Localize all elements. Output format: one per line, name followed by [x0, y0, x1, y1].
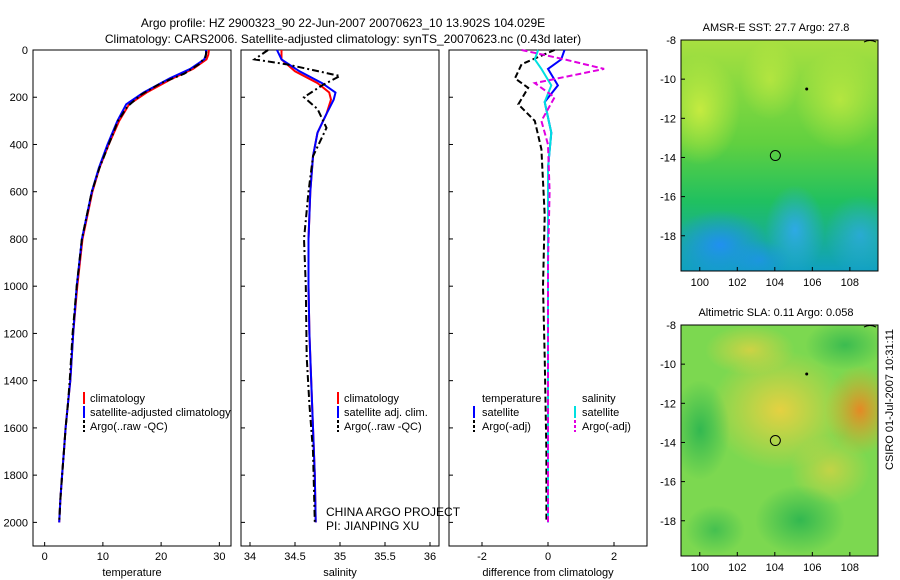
x-tick-label: 10 [97, 551, 109, 563]
map-y-tick-label: -8 [666, 35, 676, 47]
x-axis-label: temperature [102, 567, 161, 579]
map-x-tick-label: 102 [728, 277, 746, 289]
legend-header-temperature: temperature [482, 393, 541, 405]
map-x-tick-label: 104 [766, 562, 784, 574]
x-tick-label: 34 [244, 551, 256, 563]
map-y-tick-label: -10 [660, 74, 676, 86]
legend-label: satellite [582, 407, 619, 419]
x-axis-label: difference from climatology [482, 567, 614, 579]
map-y-tick-label: -12 [660, 113, 676, 125]
x-tick-label: 0 [42, 551, 48, 563]
y-tick-label: 0 [22, 45, 28, 57]
pi-annotation: PI: JIANPING XU [326, 519, 419, 533]
map-y-tick-label: -8 [666, 320, 676, 332]
x-tick-label: -2 [477, 551, 487, 563]
figure-title-line2: Climatology: CARS2006. Satellite-adjuste… [105, 32, 581, 46]
sst-map-axes: 100 102 104 106 108 -8 -10 -12 -14 -16 -18 [660, 35, 877, 289]
profile-location-marker [769, 150, 781, 162]
legend-header-salinity: salinity [582, 393, 616, 405]
legend-label: climatology [90, 393, 146, 405]
coastline [863, 325, 877, 328]
legend-label: satellite [482, 407, 519, 419]
sla-map-title: Altimetric SLA: 0.11 Argo: 0.058 [698, 307, 853, 319]
coastline [863, 40, 877, 43]
x-tick-label: 36 [424, 551, 436, 563]
x-tick-label: 35.5 [374, 551, 395, 563]
map-x-tick-label: 108 [841, 562, 859, 574]
x-tick-label: 20 [155, 551, 167, 563]
y-tick-label: 1200 [4, 328, 28, 340]
temperature-axes [32, 49, 232, 547]
map-x-tick-label: 108 [841, 277, 859, 289]
legend-label: Argo(..raw -QC) [90, 421, 168, 433]
x-tick-label: 35 [334, 551, 346, 563]
sst-map-frame [680, 39, 879, 272]
difference-plot: -2 0 2 difference from climatology [449, 49, 617, 579]
y-tick-label: 2000 [4, 517, 28, 529]
island-marker [805, 372, 809, 376]
legend-label: satellite-adjusted climatology [90, 407, 231, 419]
salinity-axes [240, 49, 440, 547]
island-marker [805, 87, 809, 91]
legend-label: climatology [344, 393, 400, 405]
series-argo-raw-qc [251, 49, 343, 523]
y-tick-label: 1800 [4, 470, 28, 482]
x-axis-label: salinity [323, 567, 357, 579]
legend-label: Argo(-adj) [482, 421, 531, 433]
legend-label: satellite adj. clim. [344, 407, 428, 419]
map-y-tick-label: -14 [660, 437, 676, 449]
temperature-plot: 0 10 20 30 temperature 0 200 400 600 800 1000 1200 1… [4, 45, 226, 579]
y-tick-label: 1600 [4, 423, 28, 435]
sla-heatmap [681, 325, 878, 556]
map-x-tick-label: 102 [728, 562, 746, 574]
map-y-tick-label: -10 [660, 359, 676, 371]
y-tick-label: 1000 [4, 281, 28, 293]
map-y-tick-label: -12 [660, 398, 676, 410]
sla-map-axes: 100 102 104 106 108 -8 -10 -12 -14 -16 -18 [660, 320, 877, 574]
series-argo-raw-qc [58, 51, 208, 523]
y-tick-label: 600 [10, 187, 28, 199]
map-x-tick-label: 104 [766, 277, 784, 289]
y-tick-label: 800 [10, 234, 28, 246]
map-y-tick-label: -16 [660, 192, 676, 204]
x-tick-label: 2 [611, 551, 617, 563]
x-tick-label: 30 [213, 551, 225, 563]
map-y-tick-label: -16 [660, 477, 676, 489]
sla-map-frame [680, 324, 879, 557]
legend-label: Argo(-adj) [582, 421, 631, 433]
map-x-tick-label: 106 [803, 562, 821, 574]
salinity-plot: 34 34.5 35 35.5 36 salinity [241, 49, 436, 579]
series-temperature-argo-adj [513, 49, 555, 523]
sst-map-title: AMSR-E SST: 27.7 Argo: 27.8 [703, 22, 850, 34]
figure-title-line1: Argo profile: HZ 2900323_90 22-Jun-2007 … [141, 16, 545, 30]
y-tick-label: 400 [10, 139, 28, 151]
legend-label: Argo(..raw -QC) [344, 421, 422, 433]
x-tick-label: 34.5 [284, 551, 305, 563]
difference-legend: temperature satellite Argo(-adj) salinit… [473, 393, 631, 433]
y-tick-label: 1400 [4, 376, 28, 388]
salinity-legend: climatology satellite adj. clim. Argo(..… [326, 392, 461, 533]
map-x-tick-label: 106 [803, 277, 821, 289]
temperature-legend: climatology satellite-adjusted climatolo… [83, 392, 231, 433]
sst-heatmap [681, 40, 878, 271]
map-x-tick-label: 100 [691, 277, 709, 289]
map-y-tick-label: -14 [660, 152, 676, 164]
project-annotation: CHINA ARGO PROJECT [326, 505, 461, 519]
y-tick-label: 200 [10, 92, 28, 104]
series-salinity-argo-adj [521, 49, 605, 523]
map-y-tick-label: -18 [660, 231, 676, 243]
credit-text: CSIRO 01-Jul-2007 10:31:11 [884, 329, 896, 470]
x-tick-label: 0 [545, 551, 551, 563]
map-x-tick-label: 100 [691, 562, 709, 574]
map-y-tick-label: -18 [660, 516, 676, 528]
profile-location-marker [769, 435, 781, 447]
